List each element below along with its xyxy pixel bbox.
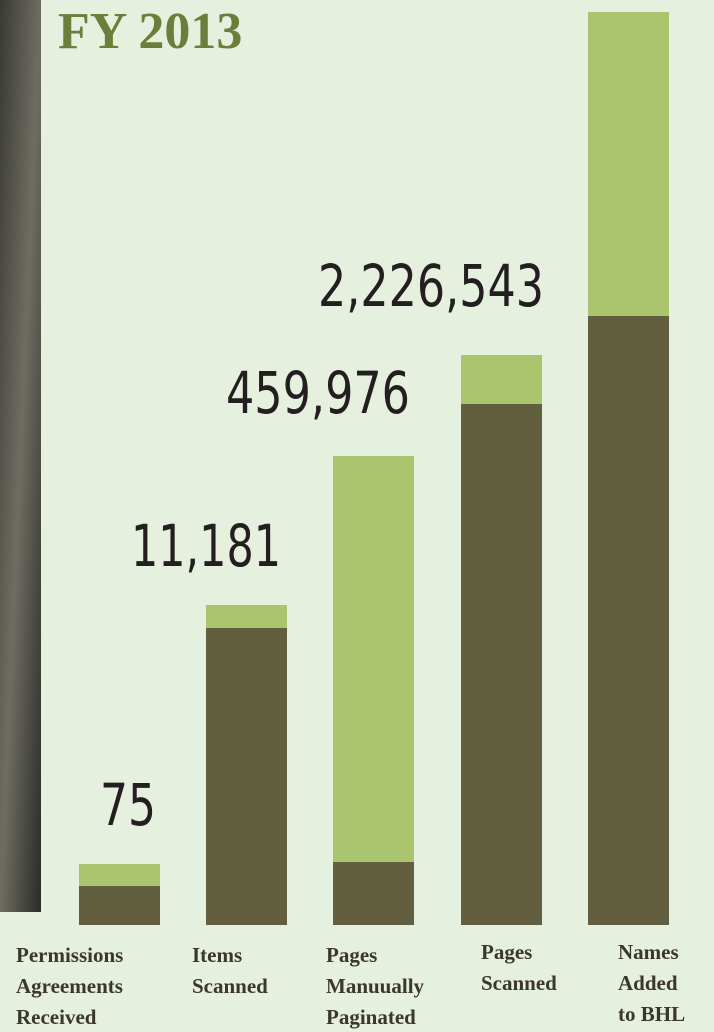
category-label: Names: [618, 940, 679, 964]
category-label: Scanned: [192, 974, 268, 998]
bar-top: [333, 456, 414, 862]
bar-top: [461, 355, 542, 404]
category-label: Agreements: [16, 974, 123, 998]
bar-top: [206, 605, 287, 628]
bar-base: [588, 316, 669, 925]
figure: 75: [100, 771, 156, 839]
category-label: Paginated: [326, 1005, 416, 1029]
bar-top: [79, 864, 160, 886]
title: FY 2013: [58, 3, 242, 60]
category-label: Pages: [481, 940, 532, 964]
infographic: FY 2013 75 11,181 459,976 2,226,543 Perm…: [0, 0, 714, 1032]
bar-base: [79, 886, 160, 925]
figure: 2,226,543: [318, 252, 544, 320]
category-label: Added: [618, 971, 678, 995]
category-label: Permissions: [16, 943, 123, 967]
category-label: Items: [192, 943, 242, 967]
bar-base: [461, 404, 542, 925]
category-label: to BHL: [618, 1002, 685, 1026]
bar-base: [333, 862, 414, 925]
bar-base: [206, 628, 287, 925]
page: FY 2013 75 11,181 459,976 2,226,543 Perm…: [0, 0, 714, 1032]
figure: 11,181: [131, 512, 281, 580]
category-label: Scanned: [481, 971, 557, 995]
category-label: Pages: [326, 943, 377, 967]
figure: 459,976: [226, 359, 410, 427]
bar-top: [588, 12, 669, 316]
photo-strip: [0, 0, 41, 912]
category-label: Manuually: [326, 974, 425, 998]
category-label: Received: [16, 1005, 97, 1029]
